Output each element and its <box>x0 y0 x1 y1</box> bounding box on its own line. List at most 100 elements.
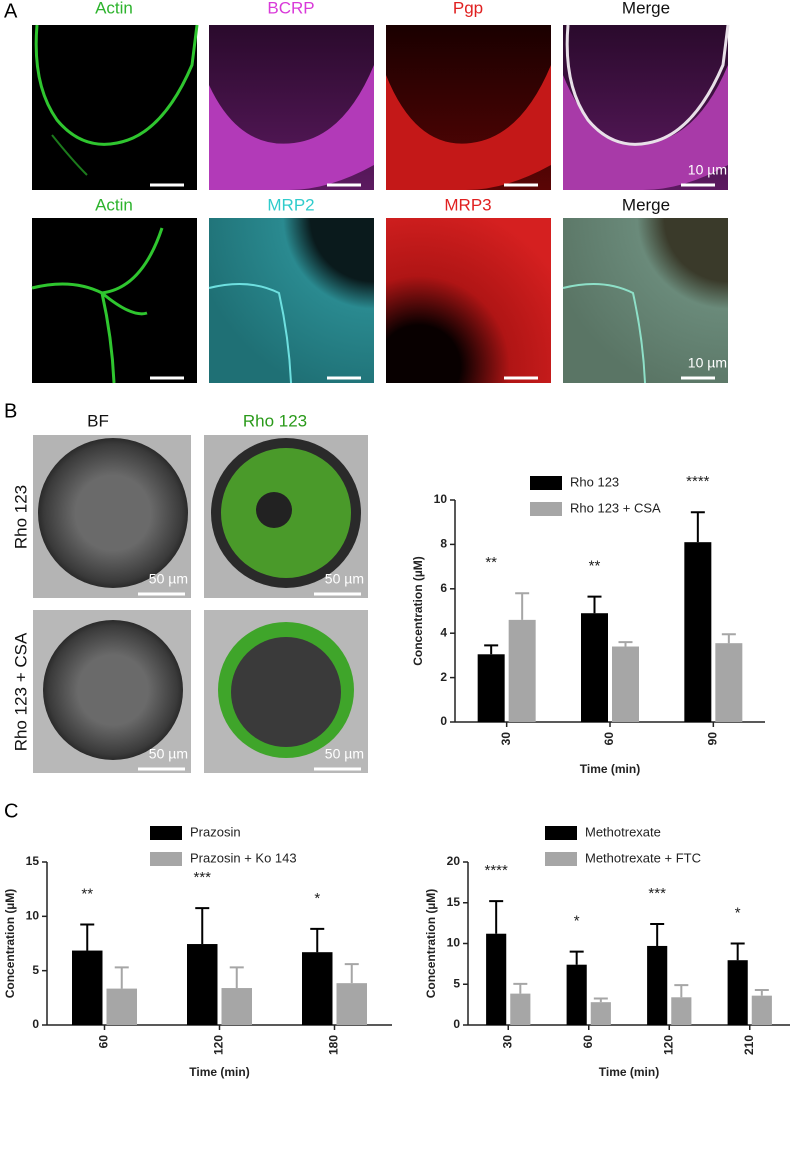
bar <box>684 542 712 722</box>
significance: ** <box>589 558 601 575</box>
micrograph <box>208 218 374 384</box>
channel-label: Actin <box>95 0 133 17</box>
y-tick-label: 10 <box>447 936 461 950</box>
error-bar <box>618 641 633 647</box>
channel-label: Pgp <box>453 0 483 17</box>
bar <box>566 964 587 1025</box>
y-tick-label: 10 <box>434 492 448 506</box>
y-tick-label: 15 <box>447 895 461 909</box>
error-bar <box>513 982 528 994</box>
bar <box>581 613 608 722</box>
bar <box>477 654 505 722</box>
bar <box>508 619 536 722</box>
channel-label: Merge <box>622 0 670 17</box>
legend-swatch <box>530 502 562 516</box>
micrograph <box>386 25 551 190</box>
y-tick-label: 15 <box>26 854 40 868</box>
micrograph <box>386 218 551 383</box>
micrograph: 50 µm <box>33 610 191 773</box>
significance: *** <box>648 885 666 902</box>
channel-label: BCRP <box>267 0 314 17</box>
scale-label: 50 µm <box>325 571 364 587</box>
y-tick-label: 0 <box>440 714 447 728</box>
bar <box>647 945 668 1025</box>
legend-swatch <box>150 852 182 866</box>
micrograph <box>209 25 374 190</box>
scale-label: 50 µm <box>149 746 188 762</box>
panel-b: B BF Rho 123 Rho 123 Rho 123 + CSA 50 µm… <box>4 400 368 773</box>
x-axis-label: Time (min) <box>189 1065 249 1079</box>
significance: * <box>574 913 580 930</box>
legend-label: Prazosin + Ko 143 <box>190 850 297 865</box>
error-bar <box>650 922 665 946</box>
y-tick-label: 10 <box>26 909 40 923</box>
legend-swatch <box>150 826 182 840</box>
y-tick-label: 6 <box>440 581 447 595</box>
x-tick-label: 90 <box>706 732 720 746</box>
significance: *** <box>193 869 211 886</box>
error-bar <box>195 907 210 945</box>
panel-label: B <box>4 400 17 422</box>
panel-label: C <box>4 800 18 822</box>
y-axis-label: Concentration (µM) <box>424 889 438 999</box>
bar <box>727 960 748 1025</box>
x-axis-label: Time (min) <box>580 762 640 776</box>
error-bar <box>310 927 325 953</box>
y-tick-label: 2 <box>440 670 447 684</box>
legend-label: Methotrexate + FTC <box>585 850 701 865</box>
bar <box>72 950 103 1025</box>
x-tick-label: 120 <box>661 1035 675 1055</box>
bar <box>106 988 137 1025</box>
channel-label: Merge <box>622 195 670 214</box>
y-tick-label: 4 <box>440 625 447 639</box>
panel-label: A <box>4 0 18 22</box>
significance: **** <box>484 862 508 879</box>
legend-label: Prazosin <box>190 824 241 839</box>
micrograph <box>32 24 199 190</box>
bar <box>221 988 252 1025</box>
x-tick-label: 30 <box>499 732 513 746</box>
error-bar <box>569 950 584 965</box>
error-bar <box>587 595 602 614</box>
error-bar <box>721 633 736 644</box>
micrograph: 10 µm <box>562 218 728 384</box>
error-bar <box>344 963 359 984</box>
x-tick-label: 60 <box>602 732 616 746</box>
error-bar <box>690 511 705 543</box>
y-tick-label: 20 <box>447 854 461 868</box>
scale-label: 50 µm <box>325 746 364 762</box>
bar <box>510 993 531 1025</box>
error-bar <box>674 984 689 998</box>
x-tick-label: 120 <box>212 1035 226 1055</box>
significance: * <box>735 904 741 921</box>
channel-label: Actin <box>95 195 133 214</box>
x-tick-label: 60 <box>581 1035 595 1049</box>
y-tick-label: 8 <box>440 537 447 551</box>
y-axis-label: Concentration (µM) <box>411 556 425 666</box>
x-tick-label: 210 <box>742 1035 756 1055</box>
row-label: Rho 123 + CSA <box>11 632 30 751</box>
bar <box>302 952 333 1025</box>
row-label: Rho 123 <box>11 485 30 549</box>
bar <box>715 643 743 722</box>
error-bar <box>484 644 499 655</box>
column-label: BF <box>87 411 109 430</box>
bar <box>751 995 772 1025</box>
y-tick-label: 0 <box>32 1017 39 1031</box>
column-label: Rho 123 <box>243 411 307 430</box>
bar <box>187 944 218 1025</box>
error-bar <box>114 966 129 989</box>
x-tick-label: 180 <box>327 1035 341 1055</box>
bar <box>336 983 367 1025</box>
error-bar <box>80 923 95 951</box>
legend-swatch <box>545 852 577 866</box>
bar <box>590 1002 611 1025</box>
scale-label: 50 µm <box>149 571 188 587</box>
micrograph: 10 µm <box>563 24 730 190</box>
scale-label: 10 µm <box>688 162 727 178</box>
y-tick-label: 5 <box>453 976 460 990</box>
legend-label: Rho 123 <box>570 474 619 489</box>
significance: **** <box>686 473 710 490</box>
error-bar <box>593 997 608 1003</box>
